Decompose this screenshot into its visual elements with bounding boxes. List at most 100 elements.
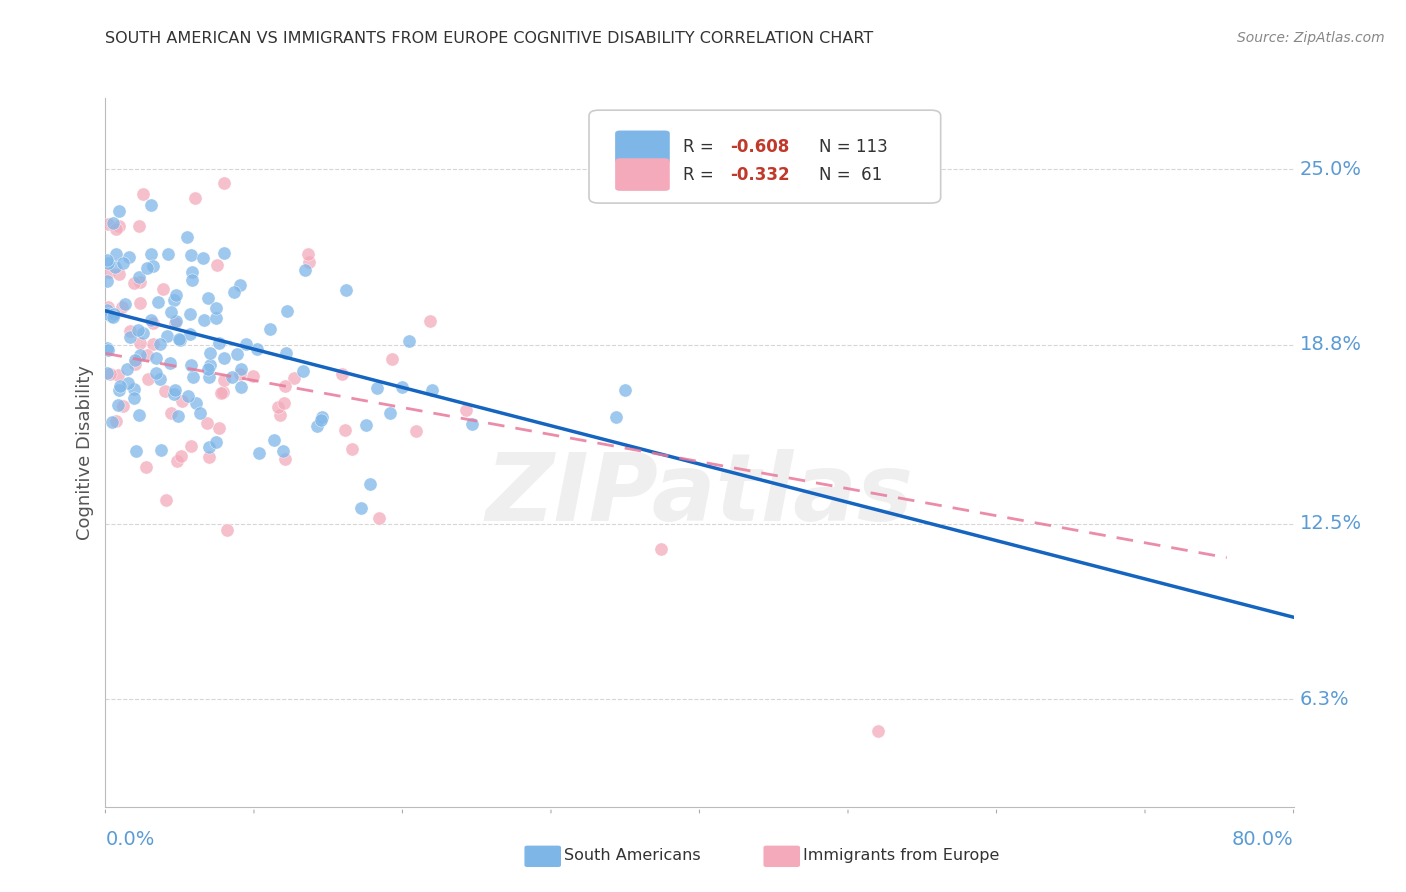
Point [198,359,221,373]
Text: -0.608: -0.608 [730,138,790,156]
Text: 6.3%: 6.3% [1299,690,1350,709]
Point [98,368,121,382]
Point [124,382,146,396]
Point [104,222,127,236]
Point [205,435,228,450]
Point [269,408,291,422]
Point [128,270,150,285]
Point [226,347,249,361]
Point [128,409,150,423]
Point [103,310,125,324]
Point [104,260,127,275]
Point [139,198,162,212]
Point [193,251,215,265]
Point [163,387,186,401]
Point [180,358,202,372]
Point [132,187,155,202]
Point [162,293,184,307]
Point [101,216,124,230]
Point [97,217,120,231]
Point [180,439,202,453]
FancyBboxPatch shape [589,111,941,203]
Point [866,723,889,738]
Point [229,380,252,394]
Point [112,256,135,270]
Point [108,219,131,234]
Point [96,303,118,318]
Point [96,253,118,268]
Point [142,336,165,351]
Point [97,300,120,314]
Point [335,423,357,437]
Point [166,314,188,328]
Point [276,346,298,360]
Point [124,358,146,372]
Point [129,336,152,351]
Point [263,434,285,448]
Point [184,191,207,205]
Point [153,384,176,398]
Point [215,523,238,537]
Point [366,381,388,395]
Point [380,406,402,420]
Point [136,260,159,275]
Point [138,371,160,385]
Point [212,351,235,366]
Point [112,399,135,413]
Point [188,406,211,420]
Text: ZIPatlas: ZIPatlas [485,450,914,541]
Y-axis label: Cognitive Disability: Cognitive Disability [76,365,94,541]
Point [274,451,297,466]
Point [124,353,146,368]
Point [292,363,315,377]
Point [117,376,139,390]
Point [650,541,672,556]
Point [165,288,187,302]
Point [274,379,297,393]
Point [298,254,321,268]
Point [197,450,219,464]
Point [115,362,138,376]
Point [169,333,191,347]
Point [193,313,215,327]
Point [242,368,264,383]
Text: South Americans: South Americans [564,848,700,863]
Point [97,256,120,270]
Point [176,230,198,244]
Point [155,493,177,508]
Point [152,283,174,297]
Point [259,322,281,336]
Point [208,421,231,435]
Point [214,176,236,190]
Point [101,416,124,430]
Point [197,362,219,376]
Point [311,410,333,425]
Text: 18.8%: 18.8% [1299,335,1361,354]
Point [149,336,172,351]
Text: N = 113: N = 113 [820,138,889,156]
Point [309,413,332,427]
Point [235,337,257,351]
Point [114,297,136,311]
Point [105,247,128,261]
Point [177,388,200,402]
Point [420,383,443,397]
Point [197,370,219,384]
Point [124,444,146,458]
Text: R =: R = [683,138,718,156]
Point [167,332,190,346]
Point [145,351,167,365]
Point [405,425,427,439]
Text: Source: ZipAtlas.com: Source: ZipAtlas.com [1237,31,1385,45]
Text: 80.0%: 80.0% [1232,830,1294,849]
Point [166,454,188,468]
Point [141,247,163,261]
Point [184,396,207,410]
Point [103,307,125,321]
Text: 12.5%: 12.5% [1299,514,1361,533]
Point [456,402,478,417]
Text: -0.332: -0.332 [730,166,790,184]
Point [247,446,270,460]
Point [142,259,165,273]
Point [229,362,252,376]
